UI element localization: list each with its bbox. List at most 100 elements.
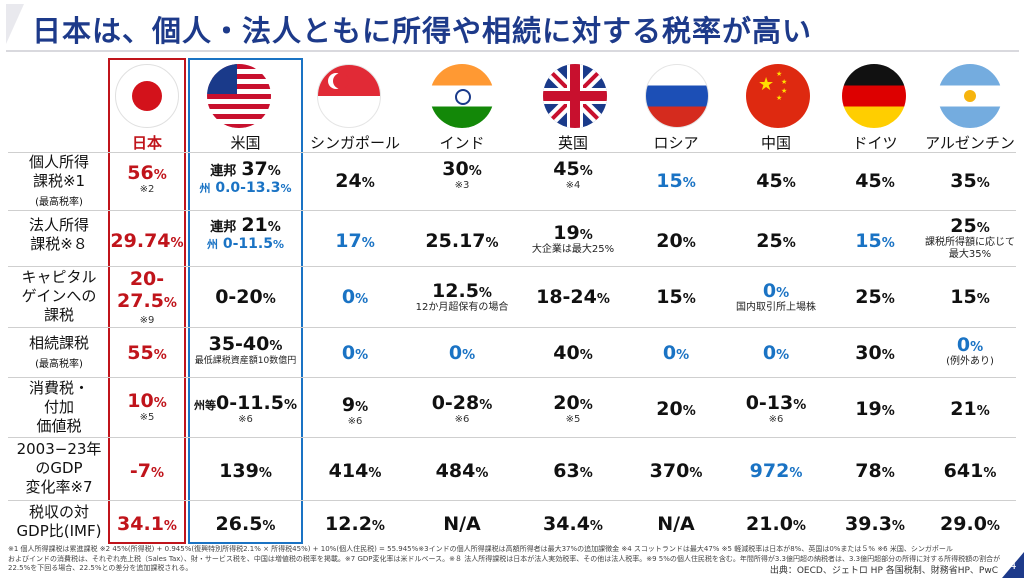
row-divider	[8, 152, 1016, 153]
cell-uk-consumption: 20% ※5	[553, 392, 593, 425]
cell-cn-consumption: 0-13% ※6	[745, 392, 807, 425]
singapore-flag-icon	[317, 64, 381, 128]
cell-ar-personal: 35%	[950, 170, 990, 192]
cell-in-capital-gains: 12.5% 12か月超保有の場合	[415, 280, 509, 313]
cell-jp-gdp-change: -7%	[129, 460, 165, 482]
cell-cn-personal: 45%	[756, 170, 796, 192]
cell-cn-corporate: 25%	[756, 230, 796, 252]
row-label-inheritance: 相続課税 (最高税率)	[28, 334, 89, 370]
cell-cn-capital-gains: 0% 国内取引所上場株	[736, 280, 816, 313]
cell-us-corporate: 連邦 21% 州 0-11.5%	[207, 214, 284, 252]
cell-sg-personal: 24%	[335, 170, 375, 192]
india-flag-icon	[430, 64, 494, 128]
cell-in-tax-gdp: N/A	[443, 513, 481, 535]
row-label-gdp-change: 2003−23年 のGDP 変化率※7	[16, 440, 102, 496]
cell-uk-inheritance: 40%	[553, 342, 593, 364]
title-divider	[6, 50, 1019, 52]
cell-jp-capital-gains: 20- 27.5% ※9	[117, 268, 177, 326]
country-russia: ロシア	[653, 134, 699, 152]
cell-sg-corporate: 17%	[335, 230, 375, 252]
title-accent	[6, 4, 24, 44]
source-citation: 出典：OECD、ジェトロ HP 各国税制、財務省HP、PwC	[769, 566, 998, 576]
germany-flag-icon	[842, 64, 906, 128]
cell-ru-capital-gains: 15%	[656, 286, 696, 308]
cell-ru-personal: 15%	[656, 170, 696, 192]
cell-us-capital-gains: 0-20%	[215, 286, 276, 308]
cell-sg-consumption: 9% ※6	[341, 394, 369, 427]
cell-ru-corporate: 20%	[656, 230, 696, 252]
cell-in-inheritance: 0%	[448, 342, 476, 364]
country-germany: ドイツ	[852, 134, 898, 152]
cell-us-inheritance: 35-40% 最低課税資産額10数億円	[194, 333, 297, 366]
cell-ar-inheritance: 0% (例外あり)	[946, 334, 994, 367]
row-divider	[8, 437, 1016, 438]
cell-de-gdp-change: 78%	[855, 460, 895, 482]
row-divider	[8, 327, 1016, 328]
cell-sg-tax-gdp: 12.2%	[325, 513, 385, 535]
cell-ru-consumption: 20%	[656, 398, 696, 420]
row-label-corporate-income: 法人所得 課税※８	[28, 216, 89, 253]
row-divider	[8, 377, 1016, 378]
country-singapore: シンガポール	[309, 134, 400, 152]
cell-us-tax-gdp: 26.5%	[215, 513, 276, 535]
country-japan: 日本	[131, 134, 162, 152]
cell-uk-personal: 45% ※4	[553, 158, 593, 191]
row-divider	[8, 210, 1016, 211]
cell-sg-inheritance: 0%	[341, 342, 369, 364]
cell-us-personal: 連邦 37% 州 0.0-13.3%	[199, 158, 292, 196]
argentina-flag-icon	[938, 64, 1002, 128]
cell-jp-corporate: 29.74%	[110, 230, 184, 252]
country-argentina: アルゼンチン	[925, 134, 1015, 152]
cell-uk-capital-gains: 18-24%	[536, 286, 610, 308]
cell-ar-consumption: 21%	[950, 398, 990, 420]
row-label-capital-gains: キャピタル ゲインへの 課税	[21, 268, 97, 324]
cell-cn-tax-gdp: 21.0%	[746, 513, 806, 535]
country-uk: 英国	[557, 134, 588, 152]
row-divider	[8, 500, 1016, 501]
cell-ar-capital-gains: 15%	[950, 286, 990, 308]
cell-jp-personal: 56% ※2	[127, 162, 167, 195]
cell-us-gdp-change: 139%	[219, 460, 272, 482]
cell-cn-inheritance: 0%	[762, 342, 790, 364]
cell-ru-tax-gdp: N/A	[657, 513, 695, 535]
country-india: インド	[439, 134, 485, 152]
japan-flag-icon	[115, 64, 179, 128]
cell-ar-gdp-change: 641%	[943, 460, 997, 482]
us-flag-icon	[207, 64, 271, 128]
cell-de-corporate: 15%	[855, 230, 895, 252]
uk-flag-icon	[543, 64, 607, 128]
cell-ar-corporate: 25% 課税所得額に応じて 最大35%	[925, 215, 1015, 260]
row-label-tax-to-gdp: 税収の対 GDP比(IMF)	[16, 503, 102, 540]
cell-ru-inheritance: 0%	[662, 342, 690, 364]
row-label-consumption-tax: 消費税・ 付加 価値税	[28, 379, 89, 435]
cell-in-personal: 30% ※3	[442, 158, 482, 191]
cell-uk-tax-gdp: 34.4%	[543, 513, 603, 535]
cell-jp-consumption: 10% ※5	[127, 390, 167, 423]
cell-sg-gdp-change: 414%	[328, 460, 382, 482]
japan-highlight-box	[108, 58, 186, 544]
russia-flag-icon	[645, 64, 709, 128]
china-flag-icon: ★ ★ ★ ★ ★	[746, 64, 810, 128]
country-us: 米国	[230, 134, 261, 152]
footnotes: ※1 個人所得課税は累進課税 ※2 45%(所得税) + 0.945%(復興特別…	[8, 545, 1001, 572]
cell-de-inheritance: 30%	[855, 342, 895, 364]
cell-ar-tax-gdp: 29.0%	[940, 513, 1000, 535]
cell-in-consumption: 0-28% ※6	[431, 392, 493, 425]
row-label-personal-income: 個人所得 課税※1 (最高税率)	[28, 153, 89, 208]
cell-uk-corporate: 19% 大企業は最大25%	[531, 222, 615, 255]
slide-title: 日本は、個人・法人ともに所得や相続に対する税率が高い	[32, 14, 813, 48]
cell-uk-gdp-change: 63%	[553, 460, 593, 482]
cell-us-consumption: 州等0-11.5% ※6	[193, 392, 297, 425]
cell-jp-inheritance: 55%	[127, 342, 167, 364]
cell-de-capital-gains: 25%	[855, 286, 895, 308]
row-divider	[8, 266, 1016, 267]
cell-de-personal: 45%	[855, 170, 895, 192]
cell-ru-gdp-change: 370%	[649, 460, 703, 482]
country-china: 中国	[760, 134, 791, 152]
us-highlight-box	[188, 58, 303, 544]
title-bar: 日本は、個人・法人ともに所得や相続に対する税率が高い	[6, 4, 1019, 52]
cell-in-corporate: 25.17%	[425, 230, 499, 252]
cell-de-tax-gdp: 39.3%	[845, 513, 905, 535]
cell-cn-gdp-change: 972%	[749, 460, 803, 482]
